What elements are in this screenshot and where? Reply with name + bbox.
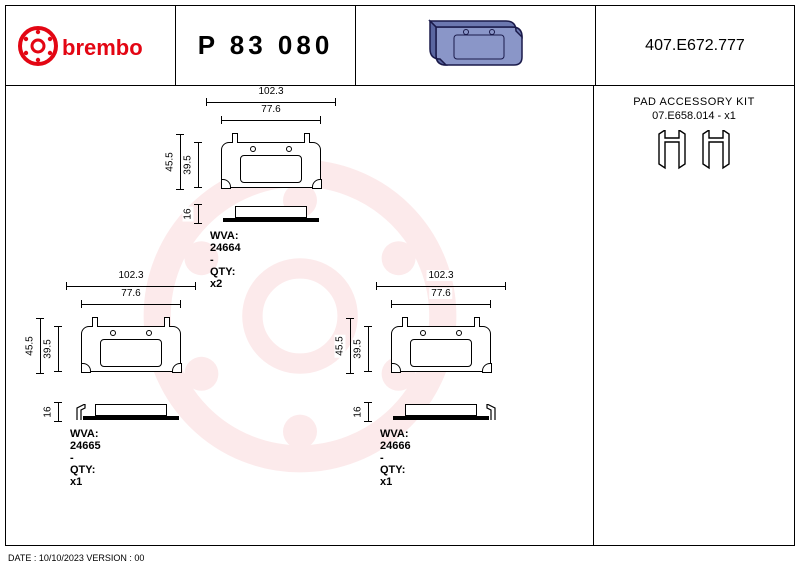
dim-label: 102.3 [116,270,145,281]
dim-label: 77.6 [429,288,452,299]
wva-label: WVA: 24666 - QTY: x1 [380,428,411,488]
accessory-code: 07.E658.014 - x1 [602,110,786,122]
pad-side [391,404,491,420]
pad-face [221,142,321,188]
dim-label: 102.3 [256,86,285,97]
drawing-code: 407.E672.777 [645,37,745,55]
pad-side [221,206,321,222]
drawings-panel: 102.3 77.6 45.5 39.5 [6,86,594,545]
accessory-title: PAD ACCESSORY KIT [602,96,786,108]
accessory-panel: PAD ACCESSORY KIT 07.E658.014 - x1 [594,86,794,545]
code-cell: 407.E672.777 [596,6,794,85]
part-number-cell: P 83 080 [176,6,356,85]
clip-icon [655,130,689,170]
body-area: 102.3 77.6 45.5 39.5 [6,86,794,545]
pad-face [391,326,491,372]
logo-cell: brembo [6,6,176,85]
dim-label: 39.5 [353,337,364,360]
dim-label: 77.6 [119,288,142,299]
pad-3d-cell [356,6,596,85]
drawing-frame: brembo P 83 080 407.E672.777 [5,5,795,546]
accessory-clips [602,130,786,170]
dim-label: 16 [183,206,194,221]
dim-label: 45.5 [165,150,176,173]
dim-label: 45.5 [25,334,36,357]
pad-3d-icon [416,13,536,79]
dim-label: 102.3 [426,270,455,281]
clip-icon [699,130,733,170]
dim-label: 16 [353,404,364,419]
watermark-icon [130,146,470,486]
dim-label: 39.5 [43,337,54,360]
brembo-logo: brembo [16,22,166,70]
dim-label: 39.5 [183,153,194,176]
part-number: P 83 080 [198,30,334,61]
footer-date-version: DATE : 10/10/2023 VERSION : 00 [8,553,144,563]
dim-label: 16 [43,404,54,419]
svg-text:brembo: brembo [62,35,143,60]
header-row: brembo P 83 080 407.E672.777 [6,6,794,86]
dim-label: 45.5 [335,334,346,357]
dim-label: 77.6 [259,104,282,115]
pad-face [81,326,181,372]
wva-label: WVA: 24665 - QTY: x1 [70,428,101,488]
pad-side [81,404,181,420]
wva-label: WVA: 24664 - QTY: x2 [210,230,241,290]
